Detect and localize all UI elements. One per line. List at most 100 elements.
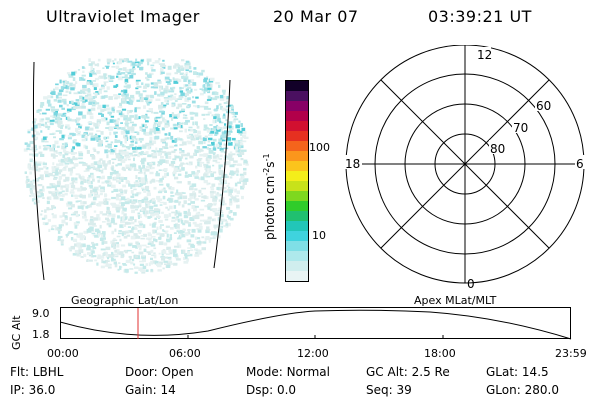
emission-pixel [121,98,125,101]
emission-pixel [225,223,229,226]
emission-pixel [153,221,157,224]
emission-pixel [108,254,114,258]
emission-pixel [121,108,127,111]
emission-pixel [80,185,83,189]
emission-pixel [135,180,139,183]
emission-pixel [228,153,233,157]
emission-pixel [110,240,115,244]
emission-pixel [59,162,64,166]
emission-pixel [176,215,179,218]
emission-pixel [142,178,148,182]
emission-pixel [187,203,191,206]
emission-pixel [90,220,94,224]
emission-pixel [98,217,101,221]
emission-pixel [99,158,103,161]
emission-pixel [233,160,238,163]
emission-pixel [208,154,212,159]
emission-pixel [120,220,125,224]
emission-pixel [171,262,175,265]
emission-pixel [127,72,131,75]
emission-pixel [185,60,190,65]
emission-pixel [114,176,117,180]
emission-pixel [207,158,211,161]
emission-pixel [51,213,54,216]
emission-pixel [116,120,119,124]
emission-pixel [193,105,198,107]
emission-pixel [176,227,180,230]
emission-pixel [128,101,133,105]
emission-pixel [168,90,173,93]
emission-pixel [117,268,120,271]
emission-pixel [239,178,243,181]
emission-pixel [133,233,138,237]
emission-pixel [131,72,136,76]
emission-pixel [58,175,62,180]
emission-pixel [105,246,111,251]
emission-pixel [76,200,82,202]
emission-pixel [91,232,96,235]
emission-pixel [96,151,100,154]
emission-pixel [189,193,194,197]
emission-pixel [51,193,57,196]
emission-pixel [133,167,137,171]
emission-pixel [147,145,151,150]
emission-pixel [39,174,44,179]
emission-pixel [146,78,150,81]
emission-pixel [140,177,145,181]
emission-pixel [48,228,51,232]
emission-pixel [70,213,76,216]
emission-pixel [29,189,34,194]
emission-pixel [189,196,194,199]
emission-pixel [219,146,222,149]
emission-pixel [198,157,203,160]
emission-pixel [42,136,47,140]
emission-pixel [135,235,139,239]
emission-pixel [217,117,221,122]
emission-pixel [202,137,207,142]
emission-pixel [169,188,175,191]
emission-pixel [188,243,191,246]
emission-pixel [209,190,215,194]
ip-field: IP: 36.0 [10,383,56,397]
emission-pixel [131,201,136,205]
emission-pixel [160,63,165,67]
emission-pixel [98,185,102,188]
emission-pixel [170,88,173,91]
emission-pixel [227,182,230,185]
emission-pixel [138,220,143,224]
emission-pixel [134,131,138,133]
emission-pixel [32,179,36,182]
emission-pixel [178,156,184,159]
emission-pixel [120,122,123,124]
emission-pixel [128,222,132,225]
emission-pixel [102,213,107,216]
emission-pixel [165,102,169,105]
emission-pixel [229,217,234,221]
emission-pixel [231,137,236,141]
emission-pixel [107,257,110,260]
emission-pixel [93,161,99,166]
emission-pixel [138,251,144,255]
emission-pixel [168,212,172,217]
emission-pixel [150,67,154,70]
emission-pixel [192,121,195,126]
emission-pixel [171,165,175,168]
emission-pixel [159,110,164,113]
emission-pixel [166,185,169,188]
emission-pixel [112,109,115,113]
emission-pixel [234,140,239,144]
emission-pixel [91,241,95,245]
emission-pixel [107,136,110,139]
emission-pixel [141,258,146,263]
emission-pixel [54,191,58,194]
emission-pixel [214,177,220,180]
emission-pixel [218,182,224,186]
emission-pixel [167,155,172,159]
emission-pixel [167,95,172,98]
emission-pixel [116,139,121,143]
emission-pixel [91,250,95,254]
emission-pixel [121,94,126,97]
emission-pixel [159,226,162,230]
emission-pixel [55,130,61,132]
emission-pixel [160,198,163,201]
